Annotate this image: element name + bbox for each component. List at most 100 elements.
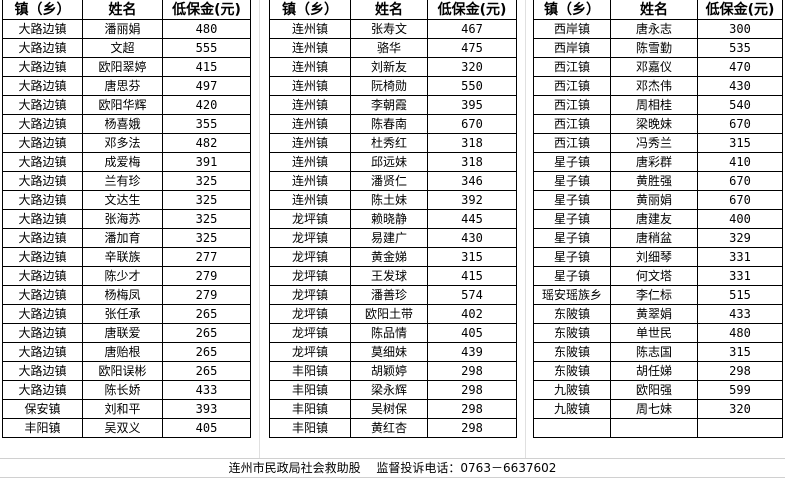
amount-cell: 599 — [697, 380, 783, 400]
name-cell: 黄丽娟 — [610, 190, 698, 210]
amount-cell: 433 — [697, 304, 783, 324]
name-cell: 陈志国 — [610, 342, 698, 362]
town-cell: 龙坪镇 — [269, 342, 351, 362]
name-cell: 欧阳翠婷 — [82, 57, 163, 77]
amount-cell: 325 — [162, 171, 251, 191]
amount-cell: 480 — [162, 19, 251, 39]
column-header-name: 姓名 — [610, 0, 698, 20]
town-cell: 大路边镇 — [2, 361, 83, 381]
footer-contact: 连州市民政局社会救助股 监督投诉电话：0763－6637602 — [228, 461, 557, 475]
table-row: 大路边镇 文超 555 — [2, 38, 251, 58]
town-cell: 大路边镇 — [2, 95, 83, 115]
name-cell: 周七妹 — [610, 399, 698, 419]
column-header-amount: 低保金(元) — [697, 0, 783, 20]
name-cell: 唐稍盆 — [610, 228, 698, 248]
table-row: 大路边镇 陈少才 279 — [2, 266, 251, 286]
table-row: 丰阳镇 吴双义 405 — [2, 418, 251, 438]
column-header-town: 镇（乡） — [533, 0, 611, 20]
table-row: 东陂镇 陈志国 315 — [533, 342, 783, 362]
column-header-amount: 低保金(元) — [162, 0, 251, 20]
amount-cell: 298 — [427, 361, 517, 381]
amount-cell: 550 — [427, 76, 517, 96]
table-row: 东陂镇 胡任娣 298 — [533, 361, 783, 381]
header-row: 镇（乡） 姓名 低保金(元) — [269, 0, 517, 20]
table-row: 龙坪镇 王发球 415 — [269, 266, 517, 286]
amount-cell: 320 — [697, 399, 783, 419]
name-cell: 杨梅凤 — [82, 285, 163, 305]
name-cell: 胡颖婷 — [350, 361, 428, 381]
town-cell: 西江镇 — [533, 95, 611, 115]
name-cell: 张任承 — [82, 304, 163, 324]
town-cell: 丰阳镇 — [269, 418, 351, 438]
amount-cell: 445 — [427, 209, 517, 229]
table-row: 西江镇 邓杰伟 430 — [533, 76, 783, 96]
name-cell: 邓杰伟 — [610, 76, 698, 96]
town-cell: 连州镇 — [269, 114, 351, 134]
table-row: 西岸镇 唐永志 300 — [533, 19, 783, 39]
amount-cell: 670 — [697, 114, 783, 134]
amount-cell: 555 — [162, 38, 251, 58]
subsidy-table-2: 镇（乡） 姓名 低保金(元) 连州镇 张寿文 467 连州镇 骆华 475 连州镇 刘新友 320 连州… — [269, 0, 517, 438]
town-cell: 大路边镇 — [2, 209, 83, 229]
table-row: 大路边镇 唐思芬 497 — [2, 76, 251, 96]
table-row: 龙坪镇 黄金娣 315 — [269, 247, 517, 267]
amount-cell: 670 — [697, 171, 783, 191]
town-cell: 连州镇 — [269, 95, 351, 115]
town-cell: 瑶安瑶族乡 — [533, 285, 611, 305]
town-cell: 大路边镇 — [2, 114, 83, 134]
table-row: 大路边镇 潘丽娟 480 — [2, 19, 251, 39]
name-cell: 文达生 — [82, 190, 163, 210]
town-cell: 西江镇 — [533, 114, 611, 134]
town-cell: 西江镇 — [533, 76, 611, 96]
name-cell: 潘加育 — [82, 228, 163, 248]
town-cell: 连州镇 — [269, 76, 351, 96]
amount-cell: 300 — [697, 19, 783, 39]
name-cell: 成爱梅 — [82, 152, 163, 172]
amount-cell: 405 — [162, 418, 251, 438]
amount-cell: 415 — [427, 266, 517, 286]
town-cell: 丰阳镇 — [269, 399, 351, 419]
amount-cell: 329 — [697, 228, 783, 248]
amount-cell: 265 — [162, 361, 251, 381]
amount-cell — [697, 418, 783, 438]
amount-cell: 279 — [162, 266, 251, 286]
amount-cell: 482 — [162, 133, 251, 153]
name-cell: 吴双义 — [82, 418, 163, 438]
column-header-town: 镇（乡） — [2, 0, 83, 20]
name-cell: 陈长娇 — [82, 380, 163, 400]
amount-cell: 279 — [162, 285, 251, 305]
table-row: 龙坪镇 欧阳土带 402 — [269, 304, 517, 324]
name-cell: 张海苏 — [82, 209, 163, 229]
town-cell: 东陂镇 — [533, 304, 611, 324]
table-row: 连州镇 邱远妹 318 — [269, 152, 517, 172]
town-cell: 星子镇 — [533, 209, 611, 229]
name-cell: 王发球 — [350, 266, 428, 286]
amount-cell: 430 — [427, 228, 517, 248]
amount-cell: 467 — [427, 19, 517, 39]
amount-cell: 298 — [427, 399, 517, 419]
amount-cell: 395 — [427, 95, 517, 115]
table-row: 西江镇 邓嘉仪 470 — [533, 57, 783, 77]
amount-cell: 475 — [427, 38, 517, 58]
amount-cell: 315 — [697, 342, 783, 362]
name-cell: 陈品情 — [350, 323, 428, 343]
town-cell: 西岸镇 — [533, 38, 611, 58]
town-cell: 大路边镇 — [2, 266, 83, 286]
divider — [0, 458, 785, 459]
name-cell: 黄红杏 — [350, 418, 428, 438]
name-cell: 兰有珍 — [82, 171, 163, 191]
town-cell: 星子镇 — [533, 247, 611, 267]
table-row: 保安镇 刘和平 393 — [2, 399, 251, 419]
name-cell: 李仁标 — [610, 285, 698, 305]
town-cell: 大路边镇 — [2, 285, 83, 305]
amount-cell: 515 — [697, 285, 783, 305]
amount-cell: 670 — [427, 114, 517, 134]
name-cell: 赖晓静 — [350, 209, 428, 229]
table-row: 大路边镇 邓多法 482 — [2, 133, 251, 153]
town-cell: 大路边镇 — [2, 76, 83, 96]
town-cell: 西江镇 — [533, 57, 611, 77]
amount-cell: 315 — [427, 247, 517, 267]
town-cell: 星子镇 — [533, 266, 611, 286]
town-cell: 大路边镇 — [2, 342, 83, 362]
town-cell: 龙坪镇 — [269, 247, 351, 267]
